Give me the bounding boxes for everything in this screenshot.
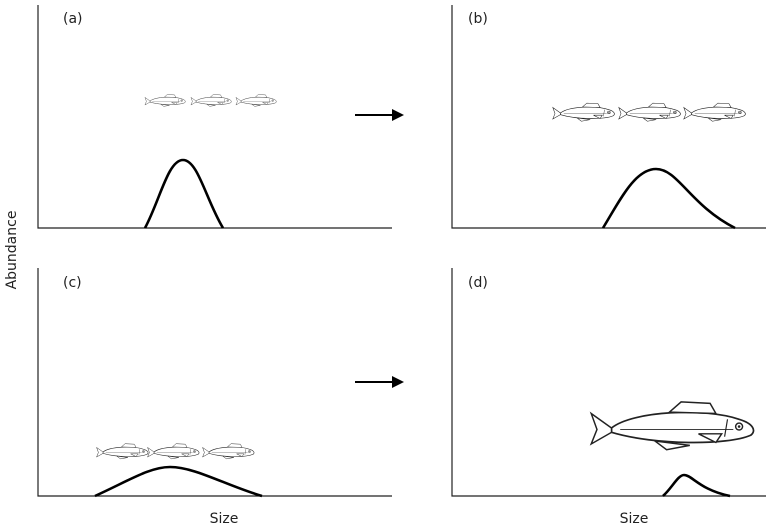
fish (552, 102, 615, 122)
fish (618, 102, 681, 122)
curve-d (662, 473, 731, 498)
fish (190, 94, 232, 107)
fish (144, 94, 186, 107)
curve-b (601, 167, 736, 230)
panel-label: (b) (468, 11, 488, 27)
fish (147, 443, 200, 460)
panel-label: (c) (63, 275, 82, 291)
axes-d (451, 268, 766, 497)
fish (235, 94, 277, 107)
x-axis-label: Size (210, 511, 239, 527)
panel-label: (a) (63, 11, 83, 27)
axes-a (37, 5, 392, 229)
arrow-bottom (355, 376, 404, 388)
arrow-top (355, 109, 404, 121)
y-axis-label: Abundance (4, 211, 20, 290)
axes-b (451, 5, 766, 229)
fish (683, 102, 746, 122)
fish (96, 443, 149, 460)
x-axis-label: Size (620, 511, 649, 527)
curve-a (143, 158, 225, 229)
axes-c (37, 268, 392, 497)
curve-c (94, 465, 263, 498)
fish (202, 443, 255, 460)
panel-label: (d) (468, 275, 488, 291)
fish-large (590, 401, 755, 451)
